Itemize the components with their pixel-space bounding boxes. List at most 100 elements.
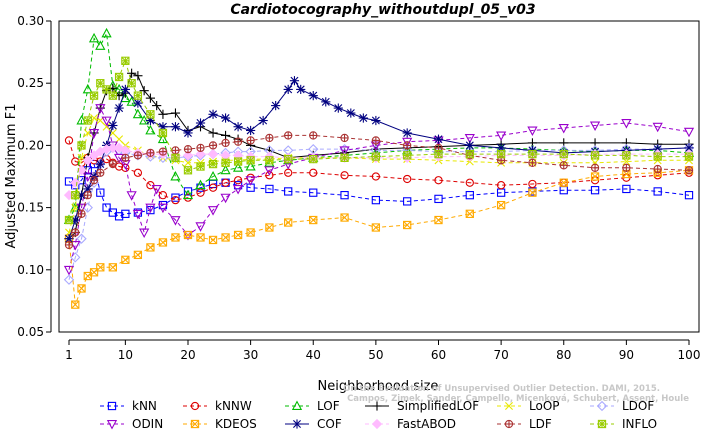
data-point xyxy=(233,122,243,132)
data-point xyxy=(589,121,601,132)
data-point xyxy=(465,140,475,150)
data-point xyxy=(284,131,293,140)
legend-marker xyxy=(504,419,514,429)
data-point xyxy=(340,213,349,222)
data-point xyxy=(309,215,318,225)
data-point xyxy=(88,150,100,161)
data-point xyxy=(70,202,81,212)
data-point xyxy=(64,215,74,225)
data-point xyxy=(184,158,192,167)
data-point xyxy=(434,149,443,159)
data-point xyxy=(371,115,381,126)
data-point xyxy=(157,133,169,144)
data-point xyxy=(464,133,475,144)
legend-label: LDOF xyxy=(622,399,654,413)
data-point xyxy=(465,191,474,200)
data-point xyxy=(71,157,80,166)
data-point xyxy=(528,149,537,159)
y-tick-label: 0.30 xyxy=(17,14,44,28)
legend-item-simplifiedlof: SimplifiedLOF xyxy=(365,399,479,413)
data-point xyxy=(133,250,143,260)
data-point xyxy=(232,184,244,195)
data-point xyxy=(71,228,80,237)
data-point xyxy=(265,133,274,143)
data-point xyxy=(88,32,100,43)
data-point xyxy=(265,156,274,165)
x-tick-label: 80 xyxy=(556,348,571,362)
data-point xyxy=(232,162,244,172)
legend-item-inflo: INFLO xyxy=(590,417,657,431)
data-point xyxy=(83,191,92,200)
data-point xyxy=(233,230,243,240)
data-point xyxy=(196,162,205,171)
x-tick-label: 70 xyxy=(493,348,508,362)
watermark-line-2: Campos, Zimek, Sander, Campello, Micenko… xyxy=(347,394,689,404)
data-point xyxy=(496,200,506,210)
data-point xyxy=(121,153,130,162)
data-point xyxy=(152,100,162,111)
data-point xyxy=(132,108,144,119)
x-tick-label: 60 xyxy=(431,348,446,362)
data-point xyxy=(333,103,343,113)
data-point xyxy=(683,127,695,138)
data-point xyxy=(233,176,243,185)
data-point xyxy=(95,104,106,114)
legend-item-ldf: LDF xyxy=(497,417,552,431)
data-point xyxy=(183,230,193,240)
data-point xyxy=(157,152,169,164)
data-point xyxy=(434,176,443,185)
legend-label: LoOP xyxy=(529,399,560,413)
data-point xyxy=(434,215,443,225)
legend-label: SimplifiedLOF xyxy=(397,399,479,413)
legend-label: COF xyxy=(317,417,342,431)
data-point xyxy=(289,76,300,86)
data-point xyxy=(296,84,306,95)
data-point xyxy=(126,96,137,106)
series-kdeos xyxy=(64,166,694,309)
x-tick-label: 40 xyxy=(306,348,321,362)
data-point xyxy=(183,128,193,138)
x-tick-label: 50 xyxy=(368,348,383,362)
data-point xyxy=(528,188,537,197)
legend-marker xyxy=(190,419,200,429)
data-point xyxy=(246,156,255,165)
data-point xyxy=(346,108,356,118)
x-tick-label: 100 xyxy=(678,348,701,362)
data-point xyxy=(496,181,506,190)
legend-item-loop: LoOP xyxy=(497,399,560,413)
data-point xyxy=(652,122,663,133)
data-point xyxy=(340,191,349,200)
y-tick-label: 0.25 xyxy=(17,76,44,90)
data-point xyxy=(170,216,181,226)
data-point xyxy=(132,209,144,220)
data-point xyxy=(465,149,474,159)
data-point xyxy=(133,91,143,100)
data-point xyxy=(246,136,255,145)
data-point xyxy=(258,115,268,126)
data-point xyxy=(77,209,86,218)
y-tick-label: 0.20 xyxy=(17,138,44,152)
legend: kNN kNNW LOF SimplifiedLOF LoOP LDOF ODIN KDEOS… xyxy=(100,399,657,431)
legend-item-kdeos: KDEOS xyxy=(183,417,257,431)
legend-item-cof: COF xyxy=(285,417,342,431)
data-point xyxy=(321,97,331,107)
data-point xyxy=(82,83,93,94)
plot-frame xyxy=(58,20,700,333)
data-point xyxy=(120,92,131,103)
data-point xyxy=(684,166,694,175)
data-point xyxy=(208,235,218,245)
legend-marker xyxy=(190,401,200,411)
x-tick-label: 90 xyxy=(619,348,634,362)
data-point xyxy=(108,159,117,169)
data-point xyxy=(102,122,111,131)
data-point xyxy=(76,233,87,244)
data-point xyxy=(371,172,381,181)
data-point xyxy=(371,136,381,145)
data-point xyxy=(195,179,206,190)
data-point xyxy=(70,240,81,251)
data-point xyxy=(95,40,106,50)
data-point xyxy=(220,130,231,141)
data-point xyxy=(622,163,631,172)
data-point xyxy=(114,72,124,82)
legend-item-ldof: LDOF xyxy=(590,399,654,413)
